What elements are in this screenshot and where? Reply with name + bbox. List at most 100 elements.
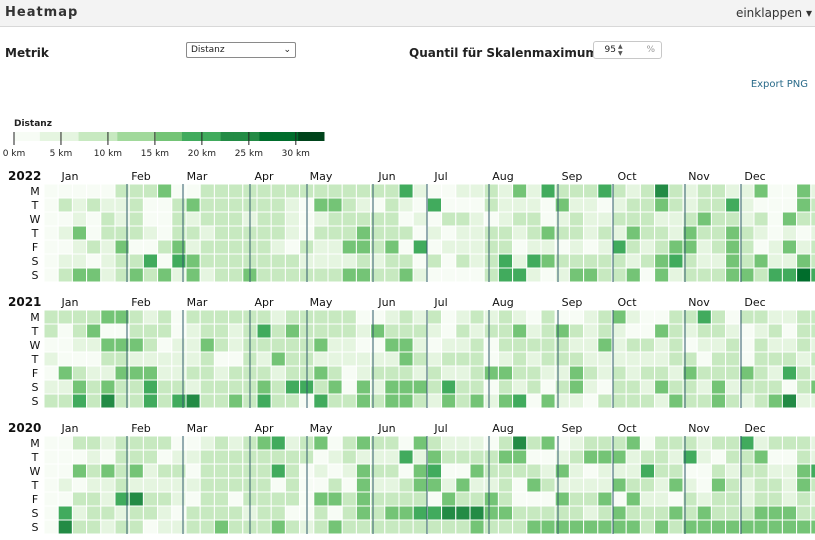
- day-cell: [57, 183, 73, 199]
- day-cell: [71, 463, 88, 479]
- day-cell: [668, 323, 684, 339]
- day-cell: [213, 379, 230, 395]
- month-label: Jan: [61, 170, 79, 183]
- export-png-link[interactable]: Export PNG: [750, 79, 808, 90]
- day-cell: [199, 435, 215, 451]
- day-cell: [554, 267, 570, 283]
- day-cell: [313, 449, 329, 465]
- day-cell: [625, 477, 641, 493]
- day-cell: [781, 239, 798, 255]
- month-label: Feb: [131, 296, 150, 309]
- day-cell: [526, 449, 542, 465]
- day-cell: [384, 477, 400, 493]
- day-cell: [526, 267, 542, 283]
- day-cell: [426, 267, 443, 283]
- day-cell: [455, 337, 471, 353]
- day-cell: [327, 309, 343, 325]
- weekday-label: W: [30, 339, 41, 352]
- day-cell: [512, 337, 528, 353]
- day-cell: [625, 491, 641, 507]
- day-cell: [512, 491, 528, 507]
- day-cell: [625, 463, 641, 479]
- day-cell: [696, 477, 712, 493]
- day-cell: [327, 491, 343, 507]
- day-cell: [270, 379, 286, 395]
- month-label: Jul: [433, 170, 447, 183]
- collapse-toggle[interactable]: einklappen ▾: [735, 6, 812, 20]
- day-cell: [469, 267, 485, 283]
- legend-swatch: [104, 132, 118, 141]
- month-label: Jan: [61, 296, 79, 309]
- day-cell: [654, 337, 670, 353]
- day-cell: [611, 393, 627, 409]
- day-cell: [398, 449, 414, 465]
- day-cell: [568, 449, 585, 465]
- day-cell: [639, 477, 656, 493]
- day-cell: [639, 211, 656, 227]
- day-cell: [313, 491, 329, 507]
- spinner-icon[interactable]: ▲ ▼: [618, 43, 623, 57]
- day-cell: [526, 197, 542, 213]
- day-cell: [654, 253, 670, 269]
- day-cell: [57, 463, 73, 479]
- legend-swatch: [272, 132, 286, 141]
- day-cell: [57, 435, 73, 451]
- day-cell: [526, 337, 542, 353]
- day-cell: [313, 309, 329, 325]
- day-cell: [284, 183, 301, 199]
- day-cell: [185, 183, 201, 199]
- quantile-input[interactable]: 95 ▲ ▼ %: [593, 41, 662, 59]
- day-cell: [796, 491, 812, 507]
- day-cell: [313, 323, 329, 339]
- day-cell: [341, 435, 357, 451]
- day-cell: [384, 239, 400, 255]
- metric-select[interactable]: Distanz ⌄: [186, 42, 296, 58]
- day-cell: [767, 225, 783, 241]
- day-cell: [355, 449, 372, 465]
- day-cell: [625, 225, 641, 241]
- month-label: Jun: [377, 296, 395, 309]
- day-cell: [185, 393, 201, 409]
- day-cell: [256, 519, 272, 535]
- day-cell: [128, 267, 144, 283]
- day-cell: [810, 197, 815, 213]
- day-cell: [469, 183, 485, 199]
- day-cell: [568, 267, 585, 283]
- day-cell: [199, 379, 215, 395]
- day-cell: [270, 267, 286, 283]
- day-cell: [781, 197, 798, 213]
- day-cell: [384, 463, 400, 479]
- day-cell: [668, 253, 684, 269]
- day-cell: [157, 197, 173, 213]
- day-cell: [810, 491, 815, 507]
- day-cell: [583, 449, 599, 465]
- day-cell: [228, 505, 244, 521]
- day-cell: [256, 365, 272, 381]
- day-cell: [171, 225, 187, 241]
- day-cell: [611, 323, 627, 339]
- day-cell: [696, 239, 712, 255]
- day-cell: [725, 211, 741, 227]
- day-cell: [554, 491, 570, 507]
- weekday-label: S: [32, 507, 39, 520]
- day-cell: [654, 351, 670, 367]
- day-cell: [668, 491, 684, 507]
- day-cell: [725, 491, 741, 507]
- legend-swatch: [130, 132, 144, 141]
- day-cell: [270, 519, 286, 535]
- legend-swatch: [143, 132, 157, 141]
- day-cell: [639, 239, 656, 255]
- day-cell: [426, 183, 443, 199]
- day-cell: [810, 253, 815, 269]
- day-cell: [710, 267, 727, 283]
- weekday-label: T: [31, 353, 39, 366]
- day-cell: [43, 463, 59, 479]
- day-cell: [753, 449, 769, 465]
- day-cell: [398, 477, 414, 493]
- day-cell: [398, 463, 414, 479]
- day-cell: [455, 225, 471, 241]
- day-cell: [157, 225, 173, 241]
- day-cell: [327, 365, 343, 381]
- day-cell: [469, 477, 485, 493]
- day-cell: [185, 463, 201, 479]
